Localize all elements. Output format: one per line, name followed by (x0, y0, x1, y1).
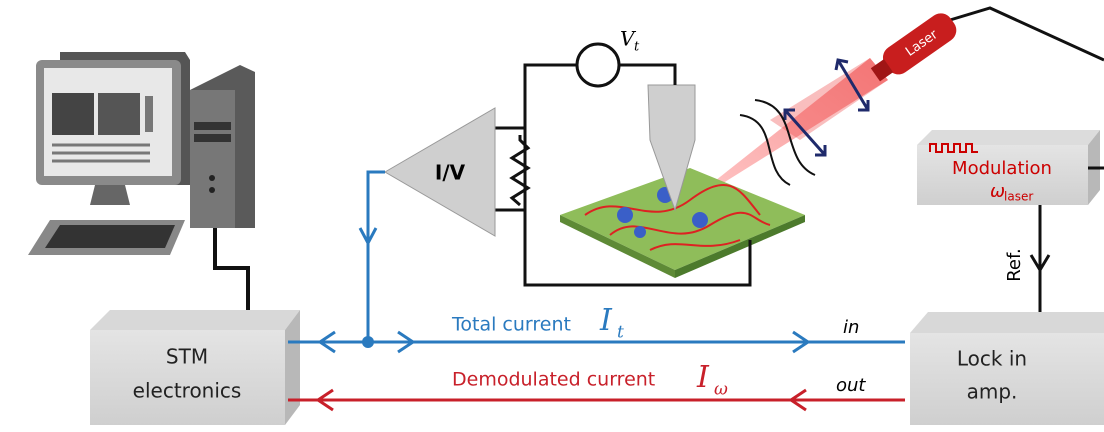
amplifier (384, 107, 496, 237)
laser-beam (770, 58, 888, 140)
modulation-label: Modulation (952, 158, 1052, 179)
demodulated-current-line (288, 388, 905, 412)
vt-symbol: V (620, 27, 637, 51)
iw-subscript: ω (714, 380, 728, 400)
demodulated-current-label: Demodulated current (452, 369, 655, 391)
modulation-box: Modulation ω laser (917, 130, 1104, 205)
lockin-label: amp. (967, 380, 1018, 404)
iw-symbol: I (696, 360, 710, 395)
lockin-label: Lock in (957, 347, 1027, 371)
total-current-line (288, 170, 905, 354)
in-label: in (843, 317, 859, 338)
ref-line: Ref. (1004, 205, 1051, 312)
vt-subscript: t (634, 40, 640, 55)
sample (560, 168, 805, 278)
stm-box: STM electronics (90, 310, 300, 425)
amplifier-label: I/V (435, 161, 466, 185)
omega-subscript: laser (1004, 190, 1033, 204)
computer (28, 52, 255, 312)
wave (739, 99, 816, 186)
lockin-box: Lock in amp. (910, 312, 1104, 425)
stm-label: electronics (133, 379, 242, 403)
it-symbol: I (599, 303, 613, 338)
circuit (495, 42, 752, 287)
total-current-label: Total current (451, 314, 571, 336)
lens (783, 58, 870, 157)
junction (362, 336, 374, 348)
stm-label: STM (166, 345, 208, 369)
laser-cable (949, 6, 1104, 62)
ref-label: Ref. (1004, 248, 1025, 282)
laser-beam (672, 58, 888, 215)
it-subscript: t (617, 323, 624, 343)
tip (647, 84, 696, 212)
out-label: out (836, 375, 866, 396)
laser: Laser (870, 13, 957, 82)
omega-symbol: ω (990, 181, 1005, 202)
